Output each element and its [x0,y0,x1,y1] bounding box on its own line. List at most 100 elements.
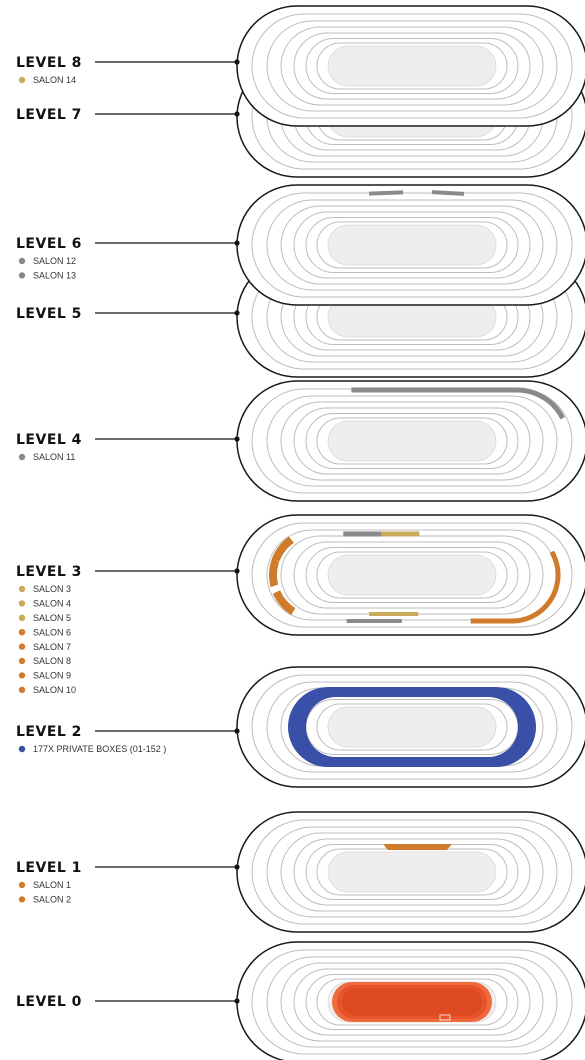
level-4-bowl [236,380,585,502]
level-2-tier-ring [266,681,558,773]
level-0-tier-ring [266,956,558,1048]
level-4-title: LEVEL 4 [16,432,82,448]
level-1-tier-ring [251,819,573,925]
level-1-tier-ring [266,826,558,918]
level-0-leader-dot [234,998,240,1004]
legend-swatch [18,672,26,679]
level-2-pitch-over [327,706,497,748]
level-0-title: LEVEL 0 [16,994,82,1010]
level-4-tier-ring [280,401,544,481]
level-1-tier-ring [305,844,519,900]
level-7-title: LEVEL 7 [16,107,82,123]
legend-swatch [18,453,26,461]
level-6-leader-dot [234,240,240,246]
level-0-tier-ring [293,968,531,1036]
level-3-bowl [236,514,585,636]
level-6-pitch [327,224,497,266]
legend-swatch [18,686,26,693]
level-3-leader-dot [234,568,240,574]
legend-label: SALON 11 [33,452,75,462]
level-3-tier-ring [251,522,573,628]
legend-label: SALON 10 [33,685,76,695]
level-0-tier-ring [305,974,519,1030]
salon-6-highlight [524,550,561,622]
salon-9b-highlight [271,536,294,562]
level-2-bowl [236,666,585,788]
level-1-pitch [327,851,497,893]
level-1-leader-dot [234,864,240,870]
level-6-tier-ring [293,211,531,279]
legend-label: SALON 7 [33,642,71,652]
level-5-label-group: LEVEL 5 [16,306,240,322]
salon-1-2-highlight [383,844,452,850]
salon-9-highlight [269,558,280,588]
level-4-tier-ring [293,407,531,475]
level-4-tier-ring [305,413,519,469]
level-8-tier-ring [316,42,508,90]
legend-label: SALON 14 [33,75,76,85]
level-8-title: LEVEL 8 [16,55,82,71]
salon-7-highlight [470,616,527,624]
legend-label: SALON 6 [33,627,71,637]
legend-label: SALON 13 [33,271,76,281]
level-5-title: LEVEL 5 [16,306,82,322]
level-2-leader-dot [234,728,240,734]
private-boxes-ring [288,687,536,767]
legend-label: 177X PRIVATE BOXES (01-152 ) [33,744,166,754]
salon-12-highlight [368,190,404,196]
level-8-bowl [236,5,585,127]
legend-swatch [18,629,26,636]
level-1-bowl [236,811,585,933]
level-3-tier-ring [305,547,519,603]
level-4-pitch [327,420,497,462]
level-6-tier-ring [316,221,508,269]
level-6-bowl [236,184,585,306]
legend-label: SALON 5 [33,613,71,623]
level-8-tier-ring [293,32,531,100]
level-5-leader-dot [234,310,240,316]
legend-label: SALON 9 [33,671,71,681]
level-1-title: LEVEL 1 [16,860,82,876]
level-4-tier-ring [251,388,573,494]
legend-swatch [18,76,26,84]
level-8-tier-ring [266,20,558,112]
level-4-label-group: LEVEL 4 SALON 11 [16,432,240,462]
salon-8-highlight [272,590,296,615]
level-6-tier-ring [305,217,519,273]
legend-swatch [18,657,26,665]
legend-label: SALON 3 [33,584,71,594]
level-8-tier-ring [305,38,519,94]
level-1-tier-ring [293,838,531,906]
level-3-tier-ring [293,541,531,609]
salon-11-highlight [351,387,565,420]
level-2-label-group: LEVEL 2 177X PRIVATE BOXES (01-152 ) [16,724,240,754]
level-2-tier-ring [305,699,519,755]
level-6-tier-ring [280,205,544,285]
level-8-leader-dot [234,59,240,65]
legend-swatch [18,881,26,889]
legend-swatch [18,585,26,593]
level-8-tier-ring [251,13,573,119]
level-2-tier-ring [316,703,508,751]
level-3-label-group: LEVEL 3 SALON 3 SALON 4 SALON 5 SALON 6 SALON… [16,564,240,695]
level-6-label-group: LEVEL 6 SALON 12 SALON 13 [16,236,240,281]
track-field-lane [342,988,482,1016]
legend-label: SALON 1 [33,880,71,890]
legend-swatch [18,745,26,753]
level-2-tier-ring [251,674,573,780]
level-8-pitch [327,45,497,87]
level-6-tier-ring [266,199,558,291]
level-6-tier-ring [251,192,573,298]
level-4-leader-dot [234,436,240,442]
legend-swatch [18,272,26,279]
level-7-leader-dot [234,111,240,117]
level-7-label-group: LEVEL 7 [16,107,240,123]
legend-label: SALON 2 [33,895,71,905]
level-1-label-group: LEVEL 1 SALON 1 SALON 2 [16,860,240,905]
legend-swatch [18,614,26,621]
level-0-tier-ring [316,978,508,1026]
legend-swatch [18,896,26,903]
level-2-title: LEVEL 2 [16,724,82,740]
level-6-title: LEVEL 6 [16,236,82,252]
